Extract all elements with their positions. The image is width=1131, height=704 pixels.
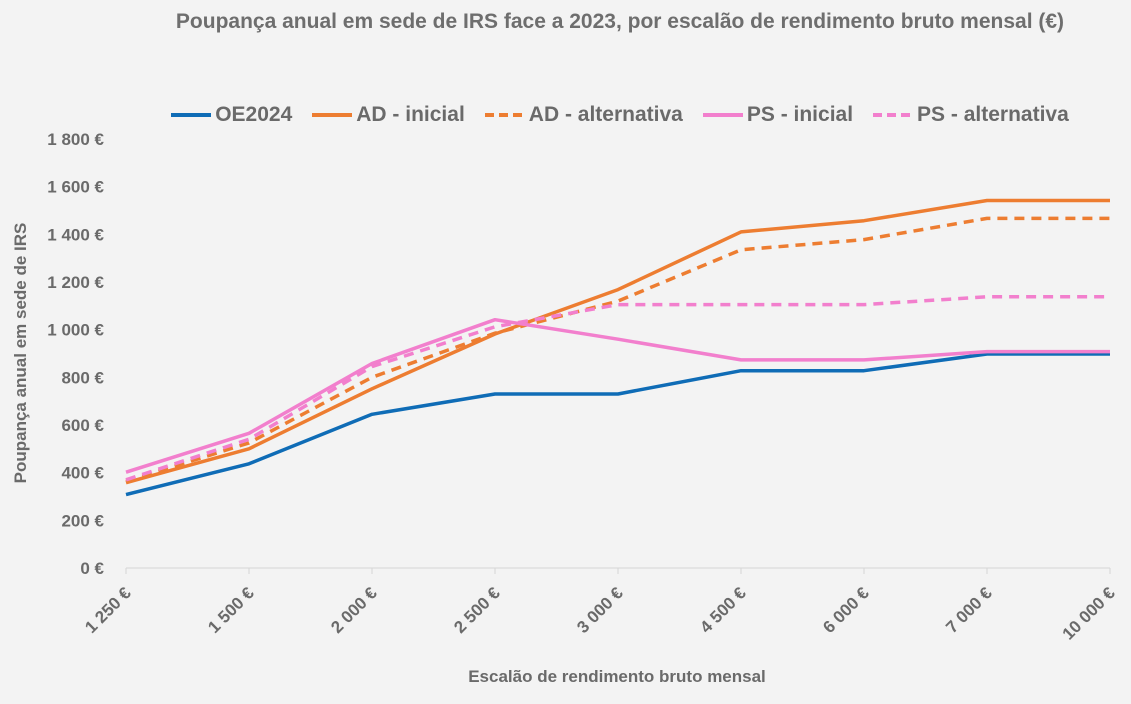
legend-item: AD - inicial: [312, 103, 465, 127]
legend-label: OE2024: [215, 103, 293, 126]
legend-item: AD - alternativa: [484, 103, 683, 127]
x-tick-label: 1 250 €: [81, 583, 135, 637]
legend-swatch: [484, 110, 525, 120]
legend-item: OE2024: [171, 103, 292, 127]
legend-swatch: [873, 110, 914, 120]
legend-swatch: [702, 110, 743, 120]
legend-swatch: [312, 110, 353, 120]
series-line-1: [125, 198, 1110, 485]
x-tick-label: 2 500 €: [450, 583, 504, 637]
series-line-4: [125, 295, 1110, 482]
y-tick-label: 1 000 €: [47, 321, 104, 340]
y-tick-label: 400 €: [61, 464, 104, 483]
y-tick-label: 200 €: [61, 511, 104, 530]
x-tick-label: 1 500 €: [204, 583, 258, 637]
x-tick-label: 2 000 €: [327, 583, 381, 637]
series-line-3: [125, 317, 1110, 474]
legend-label: AD - alternativa: [528, 103, 683, 126]
y-tick-label: 600 €: [61, 416, 104, 435]
y-tick-label: 1 800 €: [47, 130, 104, 149]
y-tick-label: 1 200 €: [47, 273, 104, 292]
x-tick-label: 3 000 €: [573, 583, 627, 637]
x-tick-label: 7 000 €: [942, 583, 996, 637]
legend: OE2024 AD - inicial AD - alternativa PS - i…: [140, 101, 1100, 129]
x-tick-label: 10 000 €: [1059, 583, 1120, 644]
legend-label: PS - inicial: [746, 103, 854, 126]
legend-label: PS - alternativa: [917, 103, 1069, 126]
y-tick-label: 1 400 €: [47, 225, 104, 244]
legend-item: PS - alternativa: [873, 103, 1069, 127]
y-tick-label: 800 €: [61, 368, 104, 387]
y-tick-label: 1 600 €: [47, 178, 104, 197]
series-line-0: [125, 352, 1110, 497]
chart-title: Poupança anual em sede de IRS face a 202…: [175, 10, 1065, 33]
x-tick-label: 6 000 €: [819, 583, 873, 637]
x-tick-label: 4 500 €: [696, 583, 750, 637]
legend-label: AD - inicial: [356, 103, 465, 126]
series-line-2: [125, 216, 1110, 484]
y-axis-title: Poupança anual em sede de IRS: [11, 223, 30, 484]
legend-swatch: [171, 110, 212, 120]
legend-item: PS - inicial: [702, 103, 854, 127]
y-tick-label: 0 €: [80, 559, 104, 578]
x-axis-title: Escalão de rendimento bruto mensal: [468, 667, 766, 686]
